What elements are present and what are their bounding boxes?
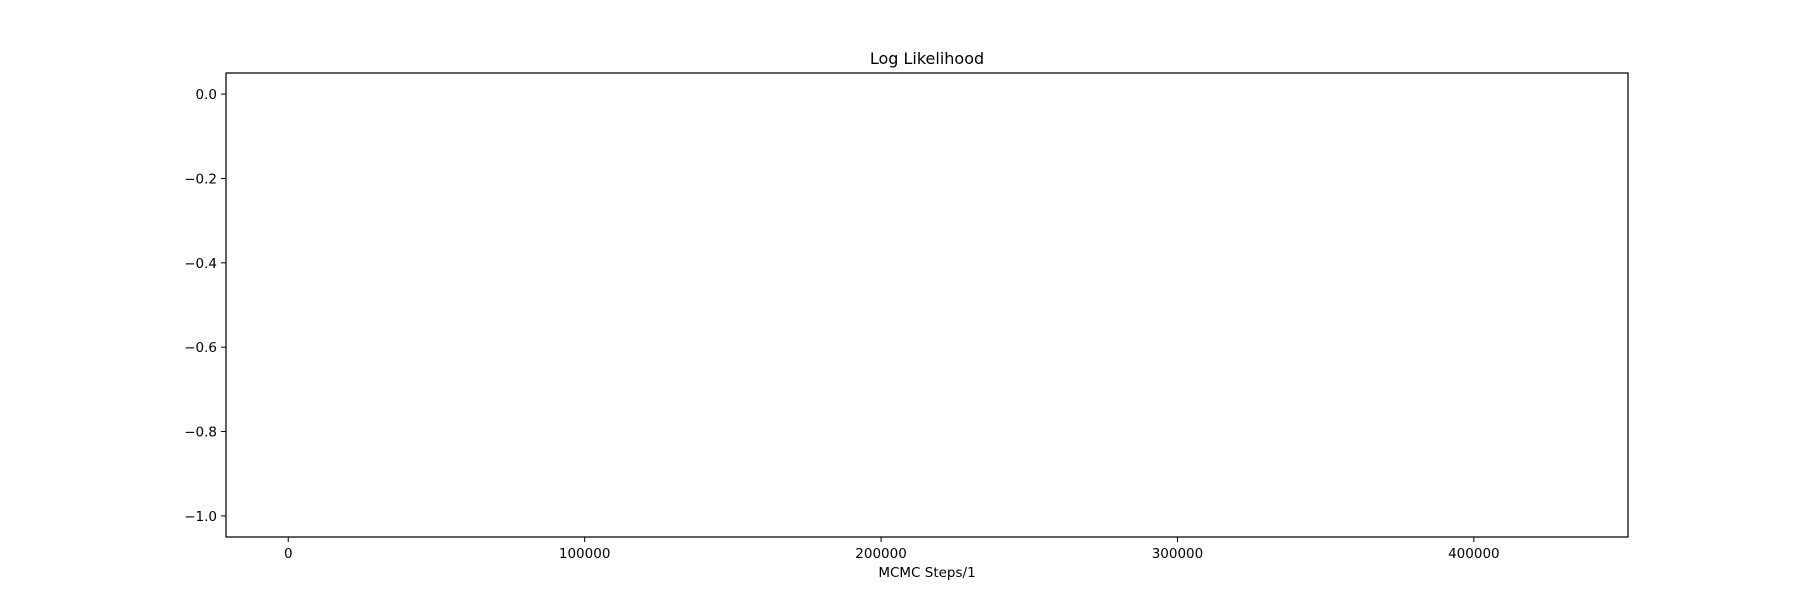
x-tick-label: 200000 bbox=[855, 546, 907, 562]
x-tick-label: 400000 bbox=[1448, 546, 1500, 562]
y-tick-label: −0.2 bbox=[184, 171, 217, 187]
plot-area-frame bbox=[225, 72, 1629, 538]
y-tick-label: −0.6 bbox=[184, 340, 217, 356]
x-axis-label: MCMC Steps/1 bbox=[878, 565, 975, 581]
y-axis-ticks: 0.0 −0.2 −0.4 −0.6 −0.8 −1.0 bbox=[184, 87, 226, 525]
x-axis-ticks: 0 100000 200000 300000 400000 bbox=[284, 537, 1500, 562]
y-tick-label: −1.0 bbox=[184, 509, 217, 525]
y-tick-label: 0.0 bbox=[196, 87, 217, 103]
chart-title: Log Likelihood bbox=[870, 49, 984, 68]
x-tick-label: 300000 bbox=[1152, 546, 1204, 562]
x-tick-label: 0 bbox=[284, 546, 293, 562]
y-tick-label: −0.4 bbox=[184, 256, 217, 272]
x-tick-label: 100000 bbox=[559, 546, 611, 562]
y-tick-label: −0.8 bbox=[184, 425, 217, 441]
